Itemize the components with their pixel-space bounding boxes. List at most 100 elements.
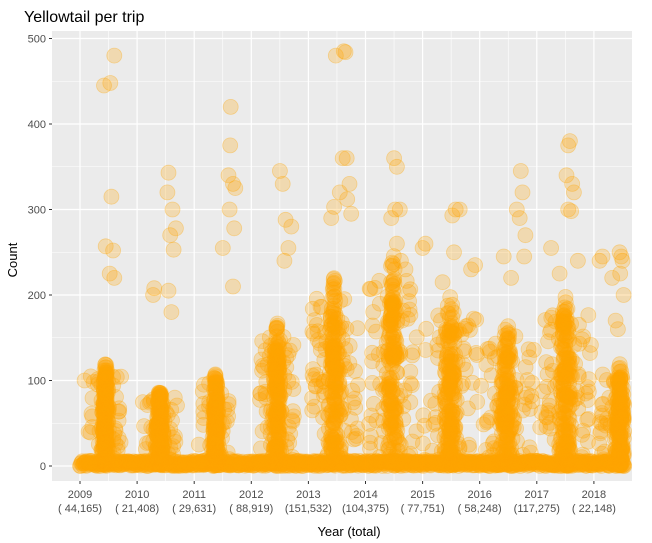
data-point xyxy=(153,401,170,417)
data-point xyxy=(96,406,112,423)
data-point xyxy=(164,201,181,218)
data-point xyxy=(185,452,202,469)
data-point xyxy=(122,453,139,470)
data-point xyxy=(412,457,429,474)
data-point xyxy=(96,396,112,413)
data-point xyxy=(248,454,265,471)
data-point xyxy=(96,371,112,388)
data-point xyxy=(148,426,165,443)
data-point xyxy=(156,435,173,452)
data-point xyxy=(261,455,277,472)
x-tick-total: (117,275) xyxy=(514,503,560,515)
data-point xyxy=(215,455,232,472)
data-point xyxy=(98,404,115,420)
data-point xyxy=(481,454,498,471)
data-point xyxy=(566,453,583,470)
data-point xyxy=(530,456,546,473)
data-point xyxy=(97,424,114,441)
data-point xyxy=(158,455,175,472)
data-point xyxy=(580,371,597,388)
data-point xyxy=(195,455,212,472)
data-point xyxy=(325,454,341,471)
data-point xyxy=(587,454,604,471)
data-point xyxy=(539,455,556,472)
data-point xyxy=(590,456,606,473)
data-point xyxy=(378,455,395,472)
data-point xyxy=(558,455,575,472)
data-point xyxy=(96,400,113,417)
data-point xyxy=(109,442,126,459)
data-point xyxy=(443,453,460,470)
data-point xyxy=(124,457,141,474)
data-point xyxy=(482,455,499,472)
data-point xyxy=(503,453,520,470)
data-point xyxy=(242,456,259,473)
data-point xyxy=(170,456,187,473)
data-point xyxy=(370,453,387,470)
data-point xyxy=(563,315,579,332)
data-point xyxy=(177,457,194,474)
chart-title: Yellowtail per trip xyxy=(24,9,144,26)
data-point xyxy=(84,454,100,471)
data-point xyxy=(99,437,116,454)
x-tick-year: 2012 xyxy=(239,489,263,501)
data-point xyxy=(525,341,542,358)
data-point xyxy=(78,454,95,471)
data-point xyxy=(95,375,112,392)
data-point xyxy=(348,453,365,470)
data-point xyxy=(401,293,418,310)
data-point xyxy=(96,435,113,452)
data-point xyxy=(451,440,468,457)
data-point xyxy=(564,457,581,474)
data-point xyxy=(550,455,567,472)
data-point xyxy=(483,453,500,469)
data-point xyxy=(350,456,367,473)
data-point xyxy=(541,456,558,473)
data-point xyxy=(544,456,561,473)
data-point xyxy=(321,455,337,472)
data-point xyxy=(609,454,626,470)
data-point xyxy=(417,235,434,252)
data-point xyxy=(607,312,624,329)
data-point xyxy=(288,457,305,474)
x-tick-total: ( 44,165) xyxy=(58,503,102,515)
data-point xyxy=(210,454,227,471)
data-point xyxy=(498,456,515,473)
data-point xyxy=(387,453,404,470)
data-point xyxy=(373,454,390,471)
data-point xyxy=(523,453,540,469)
data-point xyxy=(85,374,102,390)
data-point xyxy=(152,452,169,469)
data-point xyxy=(98,380,115,397)
data-point xyxy=(98,399,115,416)
data-point xyxy=(556,453,573,470)
data-point xyxy=(360,457,377,474)
data-point xyxy=(316,425,333,442)
data-point xyxy=(154,410,171,427)
data-point xyxy=(101,454,117,471)
data-point xyxy=(223,453,240,470)
data-point xyxy=(127,454,144,470)
data-point xyxy=(514,455,531,472)
data-point xyxy=(98,444,115,461)
data-point xyxy=(338,457,355,474)
data-point xyxy=(97,451,113,468)
data-point xyxy=(96,435,113,452)
data-point xyxy=(151,391,168,408)
data-point xyxy=(284,448,301,465)
data-point xyxy=(403,377,420,394)
data-point xyxy=(97,453,114,470)
data-point xyxy=(95,407,112,424)
data-point xyxy=(508,453,525,470)
data-point xyxy=(82,424,99,441)
data-point xyxy=(94,397,111,414)
data-point xyxy=(217,456,233,473)
data-point xyxy=(153,420,170,437)
data-point xyxy=(96,387,113,404)
data-point xyxy=(214,240,231,256)
data-point xyxy=(254,357,271,374)
data-point xyxy=(118,455,135,472)
data-point xyxy=(334,454,351,471)
data-point xyxy=(493,453,510,470)
